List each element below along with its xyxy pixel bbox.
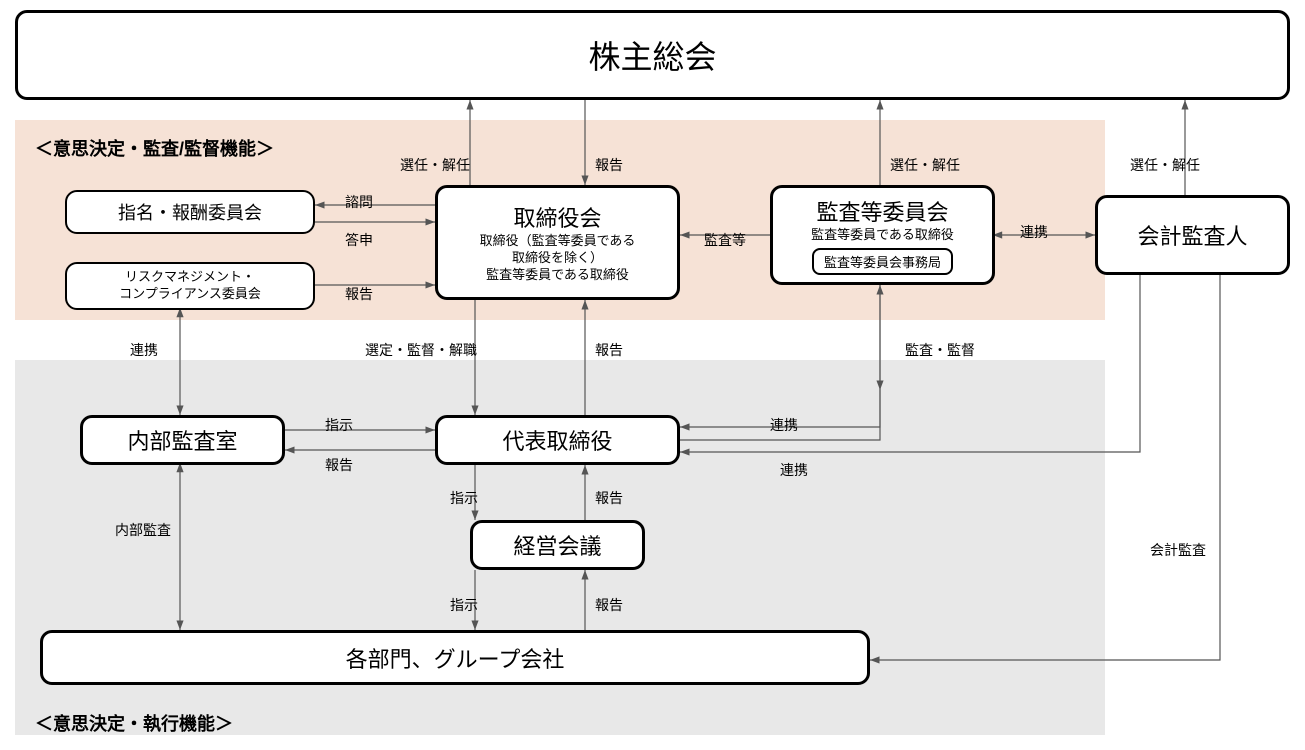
node-torishimari-title: 取締役会 <box>513 201 601 233</box>
node-kansatoi-title: 監査等委員会 <box>816 195 948 227</box>
node-sokai-title: 株主総会 <box>588 32 716 78</box>
edge-label-4: 諮問 <box>345 192 373 212</box>
node-bumon: 各部門、グループ会社 <box>40 630 870 685</box>
edge-label-11: 報告 <box>595 340 623 360</box>
node-daihyo: 代表取締役 <box>435 415 680 465</box>
node-torishimari-sub-2: 監査等委員である取締役 <box>486 267 629 284</box>
node-naibu-title: 内部監査室 <box>127 424 237 456</box>
edge-label-17: 指示 <box>450 488 478 508</box>
edge-label-22: 会計監査 <box>1150 540 1206 560</box>
node-risk-title-1: コンプライアンス委員会 <box>119 286 261 303</box>
edge-label-2: 選任・解任 <box>890 155 960 175</box>
edge-label-10: 選定・監督・解職 <box>365 340 477 360</box>
governance-diagram: 株主総会指名・報酬委員会リスクマネジメント・コンプライアンス委員会取締役会取締役… <box>0 0 1305 750</box>
edge-label-20: 報告 <box>595 595 623 615</box>
edge-label-12: 監査・監督 <box>905 340 975 360</box>
node-kansatoi-inner: 監査等委員会事務局 <box>812 248 953 275</box>
edge-label-7: 監査等 <box>704 230 746 250</box>
node-kansatoi-sub-0: 監査等委員である取締役 <box>811 227 954 244</box>
edge-label-15: 連携 <box>770 415 798 435</box>
node-naibu: 内部監査室 <box>80 415 285 465</box>
section-sec1: ＜意思決定・監査/監督機能＞ <box>35 135 274 161</box>
node-kansatoi: 監査等委員会監査等委員である取締役監査等委員会事務局 <box>770 185 995 285</box>
edge-label-14: 報告 <box>325 455 353 475</box>
edge-label-13: 指示 <box>325 415 353 435</box>
node-keiei: 経営会議 <box>470 520 645 570</box>
node-daihyo-title: 代表取締役 <box>502 424 612 456</box>
node-risk: リスクマネジメント・コンプライアンス委員会 <box>65 262 315 310</box>
node-risk-title-0: リスクマネジメント・ <box>125 269 255 286</box>
edge-label-6: 報告 <box>345 284 373 304</box>
node-keiei-title: 経営会議 <box>513 529 601 561</box>
edge-label-8: 連携 <box>1020 222 1048 242</box>
edge-label-5: 答申 <box>345 230 373 250</box>
edge-label-0: 選任・解任 <box>400 155 470 175</box>
node-bumon-title: 各部門、グループ会社 <box>346 642 565 674</box>
edge-label-9: 連携 <box>130 340 158 360</box>
edge-label-3: 選任・解任 <box>1130 155 1200 175</box>
node-kaikei-title: 会計監査人 <box>1137 219 1247 251</box>
edge-label-16: 連携 <box>780 460 808 480</box>
node-kaikei: 会計監査人 <box>1095 195 1290 275</box>
edge-label-18: 報告 <box>595 488 623 508</box>
edge-label-21: 内部監査 <box>115 520 171 540</box>
edge-label-19: 指示 <box>450 595 478 615</box>
node-shimei-title: 指名・報酬委員会 <box>118 199 262 225</box>
edge-label-1: 報告 <box>595 155 623 175</box>
section-sec2: ＜意思決定・執行機能＞ <box>35 710 233 736</box>
node-torishimari-sub-1: 取締役を除く） <box>512 250 603 267</box>
node-shimei: 指名・報酬委員会 <box>65 190 315 234</box>
node-torishimari: 取締役会取締役（監査等委員である取締役を除く）監査等委員である取締役 <box>435 185 680 300</box>
node-torishimari-sub-0: 取締役（監査等委員である <box>480 233 636 250</box>
node-sokai: 株主総会 <box>15 10 1290 100</box>
